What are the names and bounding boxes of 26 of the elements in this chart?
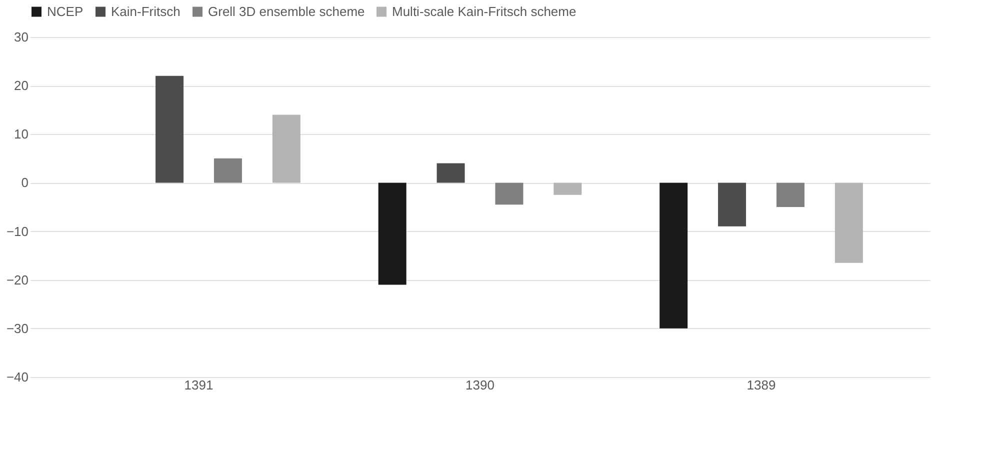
legend-label: Grell 3D ensemble scheme <box>208 4 365 19</box>
bar <box>214 158 242 183</box>
bar <box>834 182 863 263</box>
bar <box>554 182 582 195</box>
bar <box>495 182 524 205</box>
bar <box>660 182 688 328</box>
bar <box>378 182 406 285</box>
x-tick-label: 1390 <box>466 378 494 392</box>
bar <box>776 182 804 207</box>
legend-label: Multi-scale Kain-Fritsch scheme <box>392 4 576 19</box>
x-tick-label: 1389 <box>746 378 776 392</box>
legend-label: NCEP <box>47 4 84 19</box>
y-tick-label: 20 <box>14 78 28 94</box>
y-tick-label: 10 <box>14 126 28 142</box>
y-tick-label: −40 <box>6 370 28 384</box>
y-tick-label: 30 <box>14 30 28 44</box>
y-tick-label: −30 <box>6 320 28 336</box>
bar <box>156 76 184 183</box>
y-tick-label: 0 <box>21 175 28 190</box>
x-tick-label: 1391 <box>184 378 214 392</box>
y-tick-label: −10 <box>6 224 28 239</box>
y-tick-label: −20 <box>6 272 28 288</box>
bar <box>272 114 300 183</box>
legend-label: Kain-Fritsch <box>111 4 180 19</box>
bar <box>718 182 746 226</box>
bar <box>436 163 465 183</box>
